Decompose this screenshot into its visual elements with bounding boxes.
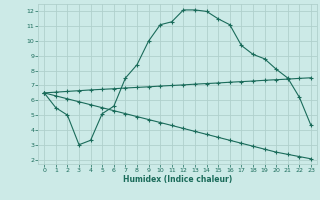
X-axis label: Humidex (Indice chaleur): Humidex (Indice chaleur) [123, 175, 232, 184]
